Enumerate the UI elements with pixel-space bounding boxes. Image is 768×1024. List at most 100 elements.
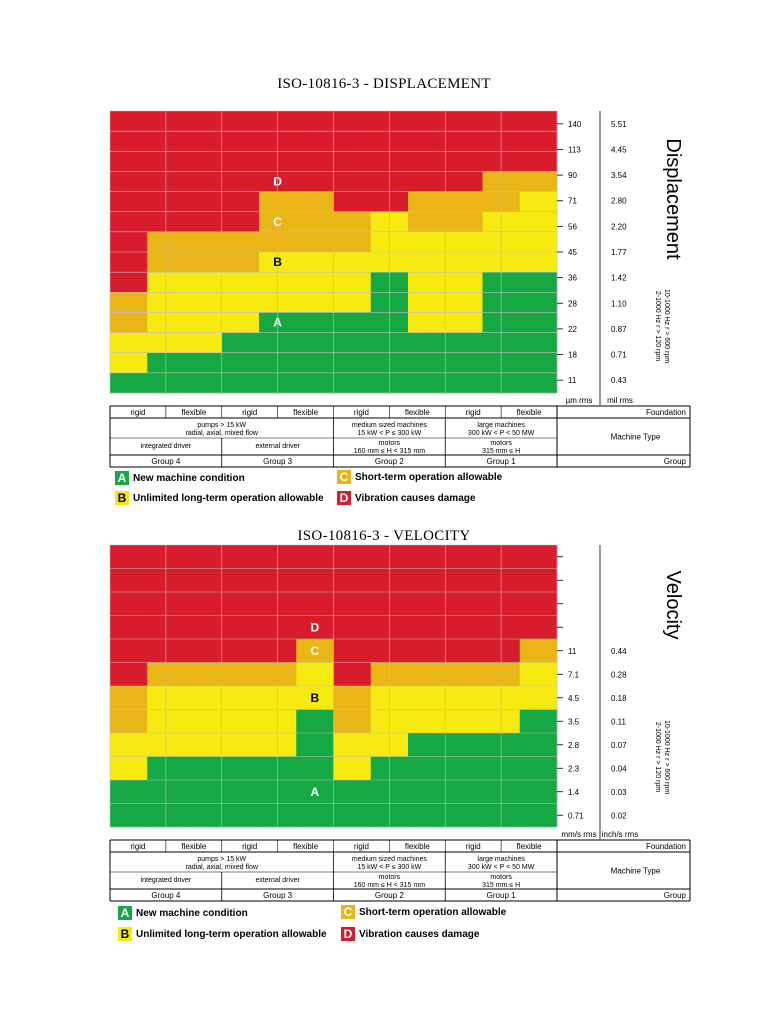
zone-cell-d [408, 592, 446, 616]
zone-cell-b [296, 252, 334, 273]
zone-cell-d [445, 639, 483, 663]
motors-medium: 160 mm ≤ H < 315 mm [354, 448, 426, 455]
zone-cell-a [333, 332, 372, 354]
zone-cell-d [184, 568, 223, 593]
machine-type-pumps: pumps > 15 kW [197, 856, 246, 863]
zone-cell-d [221, 592, 260, 616]
zone-cell-b [184, 292, 223, 313]
zone-cell-b [408, 231, 446, 253]
zone-cell-d [333, 545, 372, 569]
zone-cell-d [333, 111, 372, 132]
zone-cell-c [445, 662, 483, 687]
zone-cell-d [445, 131, 483, 152]
zone-cell-c [296, 211, 334, 233]
zone-cell-d [110, 131, 148, 152]
zone-cell-c [110, 709, 148, 734]
zone-cell-a [519, 780, 558, 804]
legend-b-label: Unlimited long-term operation allowable [136, 928, 327, 940]
motors-medium: 160 mm ≤ H < 315 mm [354, 882, 426, 889]
foundation-cell: flexible [293, 842, 318, 851]
zone-cell-d [519, 592, 558, 616]
machine-type-pumps: radial, axial, mixed flow [186, 864, 259, 871]
legend-a-badge: A [115, 471, 129, 485]
zone-cell-a [408, 352, 446, 374]
zone-cell-d [184, 111, 223, 132]
machine-type-large: large machines [477, 856, 525, 863]
machine-type-medium: 15 kW < P ≤ 300 kW [357, 864, 421, 871]
zone-cell-d [296, 111, 334, 132]
foundation-cell: rigid [242, 408, 257, 417]
zone-cell-d [221, 151, 260, 172]
zone-cell-a [445, 332, 483, 354]
zone-cell-b [184, 686, 223, 710]
legend-b: B Unlimited long-term operation allowable [118, 927, 327, 941]
tick-label-primary: 28 [568, 299, 577, 308]
side-title: Displacement [662, 138, 684, 260]
zone-cell-a [296, 332, 334, 354]
zone-cell-a [296, 312, 334, 333]
zone-cell-d [408, 151, 446, 172]
zone-cell-d [184, 131, 223, 152]
tick-label-primary: 113 [568, 145, 581, 154]
legend-b-badge: B [115, 491, 129, 505]
zone-cell-d [221, 545, 260, 569]
zone-cell-b [519, 191, 558, 213]
zone-cell-d [445, 592, 483, 616]
zone-cell-a [333, 780, 372, 804]
zone-cell-a [110, 803, 148, 828]
zone-cell-d [110, 662, 148, 687]
zone-cell-a [184, 372, 223, 394]
tick-label-secondary: 0.87 [611, 325, 627, 334]
zone-cell-d [296, 131, 334, 152]
tick-label-secondary: 0.03 [611, 788, 627, 797]
zone-cell-a [408, 733, 446, 757]
foundation-cell: flexible [181, 842, 206, 851]
zone-cell-b [445, 686, 483, 710]
zone-cell-a [408, 372, 446, 394]
machine-type-medium: 15 kW < P ≤ 300 kW [357, 430, 421, 437]
zone-cell-d [408, 568, 446, 593]
zone-cell-b [408, 292, 446, 313]
zone-cell-b [221, 292, 260, 313]
zone-label-a: A [273, 316, 282, 330]
legend-c-badge: C [341, 905, 355, 919]
zone-cell-d [184, 615, 223, 640]
group-label: Group 4 [151, 891, 180, 900]
foundation-label: Foundation [646, 408, 686, 417]
zone-cell-c [333, 211, 372, 233]
zone-cell-b [221, 709, 260, 734]
zone-cell-d [110, 639, 148, 663]
tick-label-secondary: 1.42 [611, 274, 627, 283]
zone-cell-c [184, 662, 223, 687]
zone-cell-a [296, 803, 334, 828]
zone-cell-d [519, 151, 558, 172]
zone-cell-a [408, 332, 446, 354]
tick-label-primary: 2.3 [568, 764, 580, 773]
displacement-chart-title: ISO-10816-3 - DISPLACEMENT [277, 76, 491, 92]
zone-cell-a [221, 780, 260, 804]
tick-label-primary: 36 [568, 274, 577, 283]
zone-cell-c [408, 662, 446, 687]
zone-cell-d [408, 639, 446, 663]
zone-cell-d [110, 191, 148, 213]
zone-cell-b [445, 709, 483, 734]
legend-c-label: Short-term operation allowable [355, 471, 503, 483]
tick-label-primary: 0.71 [568, 811, 584, 820]
foundation-cell: rigid [242, 842, 257, 851]
zone-cell-b [333, 272, 372, 293]
group-label: Group 2 [375, 891, 404, 900]
zone-cell-b [408, 272, 446, 293]
group-label: Group 1 [487, 891, 516, 900]
zone-cell-c [184, 252, 223, 273]
zone-cell-b [519, 252, 558, 273]
zone-cell-d [221, 191, 260, 213]
zone-cell-b [333, 733, 372, 757]
legend-a: A New machine condition [115, 471, 245, 485]
tick-label-secondary: 3.54 [611, 171, 627, 180]
freq-note: 2-1000 Hz r > 120 rpm [654, 722, 661, 792]
zone-cell-b [221, 686, 260, 710]
zone-cell-d [184, 211, 223, 233]
tick-label-primary: 45 [568, 248, 577, 257]
foundation-cell: rigid [466, 408, 481, 417]
